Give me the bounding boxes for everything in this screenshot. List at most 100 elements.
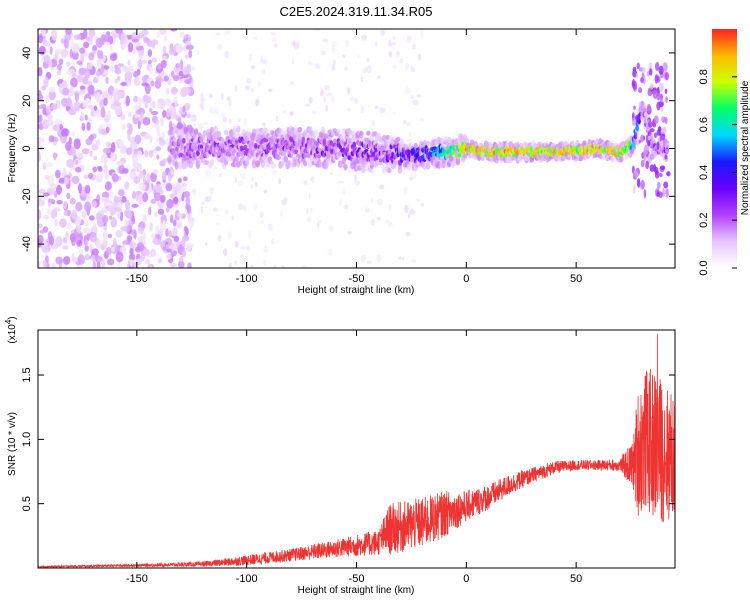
spectrogram-cell	[640, 100, 645, 107]
spectrogram-cell	[212, 207, 218, 212]
spectrogram-cell	[66, 223, 72, 230]
spectrogram-cell	[232, 132, 238, 138]
spectrogram-cell	[344, 204, 348, 209]
spectrogram-cell	[153, 211, 158, 217]
spectrogram-cell	[155, 118, 160, 126]
spectrogram-cell	[42, 214, 50, 220]
spectrogram-cell	[173, 196, 179, 205]
spectrogram-cell	[197, 123, 204, 129]
spectrogram-cell	[164, 99, 172, 106]
spectrogram-cell	[53, 152, 57, 161]
spectrogram-cell	[48, 89, 56, 101]
spectrogram-cell	[253, 36, 258, 41]
spectrogram-cell	[157, 78, 164, 83]
spectrogram-cell	[422, 161, 427, 171]
spectrogram-cell	[69, 233, 76, 243]
spectrogram-cell	[190, 66, 196, 71]
spectrogram-cell	[462, 153, 468, 159]
spectrogram-cell	[366, 260, 373, 264]
spectrogram-cell	[162, 45, 167, 54]
spectrogram-cell	[649, 128, 655, 133]
spectrogram-cell	[142, 248, 151, 256]
spectrogram-cell	[326, 153, 330, 159]
spectrogram-cell	[83, 41, 90, 49]
spectrogram-cell	[310, 176, 315, 183]
snr-series-line	[38, 333, 675, 568]
spectrogram-cell	[664, 154, 668, 160]
spectrogram-cell	[107, 233, 113, 239]
colorbar-ticks: 0.0 0.2 0.4 0.6 0.8	[698, 69, 737, 276]
spectrogram-cell	[360, 106, 365, 114]
spectrogram-cell	[82, 227, 91, 234]
spectrogram-cell	[99, 50, 104, 61]
spectrogram-cell	[141, 59, 147, 64]
spectrogram-cell	[270, 31, 277, 36]
spectrogram-cell	[202, 130, 208, 136]
spectrogram-cell	[344, 39, 350, 48]
spectrogram-cell	[404, 204, 409, 213]
spectrogram-cell	[316, 221, 320, 228]
spectrogram-cell	[366, 65, 372, 74]
spectrogram-cell	[95, 112, 102, 119]
spectrogram-y-tick-label: 40	[21, 47, 33, 59]
spectrogram-cell	[103, 164, 108, 175]
spectrogram-cell	[165, 207, 170, 213]
spectrogram-cell	[103, 41, 111, 46]
spectrogram-cell	[405, 86, 411, 95]
spectrogram-cell	[62, 245, 69, 250]
spectrogram-cell	[104, 174, 110, 179]
spectrogram-cell	[142, 231, 147, 242]
spectrogram-cell	[184, 79, 192, 85]
spectrogram-cell	[169, 214, 174, 224]
spectrogram-cell	[141, 82, 149, 87]
spectrogram-cell	[144, 103, 148, 109]
spectrogram-cell	[656, 141, 660, 150]
spectrogram-cell	[62, 167, 67, 176]
spectrogram-cell	[157, 208, 165, 215]
spectrogram-cell	[185, 44, 194, 51]
spectrogram-cell	[663, 181, 669, 189]
spectrogram-cell	[71, 175, 80, 185]
spectrogram-cell	[350, 130, 355, 136]
spectrogram-cell	[113, 237, 117, 249]
spectrogram-cell	[236, 125, 241, 133]
spectrogram-cell	[396, 50, 400, 57]
spectrogram-cell	[65, 141, 72, 151]
spectrogram-cell	[100, 107, 106, 118]
spectrogram-cell	[271, 238, 275, 245]
spectrogram-cell	[88, 134, 95, 141]
spectrogram-cell	[267, 223, 273, 231]
spectrogram-cell	[411, 259, 417, 263]
spectrogram-cell	[251, 128, 257, 134]
spectrogram-cell	[232, 126, 238, 134]
spectrogram-cell	[128, 123, 133, 135]
spectrogram-cell	[311, 111, 317, 115]
spectrogram-cell	[645, 160, 650, 170]
spectrogram-cell	[162, 219, 166, 230]
spectrogram-cell	[43, 192, 50, 197]
spectrogram-cell	[38, 260, 41, 267]
spectrogram-cell	[50, 209, 58, 219]
spectrogram-cell	[279, 210, 284, 217]
spectrogram-cell	[58, 83, 63, 93]
spectrogram-cell	[101, 196, 109, 202]
spectrogram-cell	[181, 73, 189, 79]
spectrogram-cell	[71, 252, 75, 263]
spectrogram-cell	[56, 122, 60, 132]
spectrogram-cell	[82, 220, 89, 227]
spectrogram-cell	[125, 147, 133, 156]
spectrogram-cell	[112, 88, 120, 100]
spectrogram-cell	[304, 103, 311, 107]
spectrogram-cell	[349, 96, 355, 102]
spectrogram-cell	[88, 172, 93, 180]
spectrogram-cell	[133, 76, 140, 87]
spectrogram-cell	[147, 49, 153, 57]
spectrogram-cell	[254, 181, 258, 188]
spectrogram-cell	[114, 101, 122, 107]
spectrogram-cell	[272, 37, 278, 43]
spectrogram-cell	[633, 184, 636, 194]
spectrogram-cell	[84, 201, 92, 213]
spectrogram-cell	[605, 155, 610, 161]
spectrogram-cell	[291, 59, 295, 65]
spectrogram-cell	[381, 165, 387, 174]
